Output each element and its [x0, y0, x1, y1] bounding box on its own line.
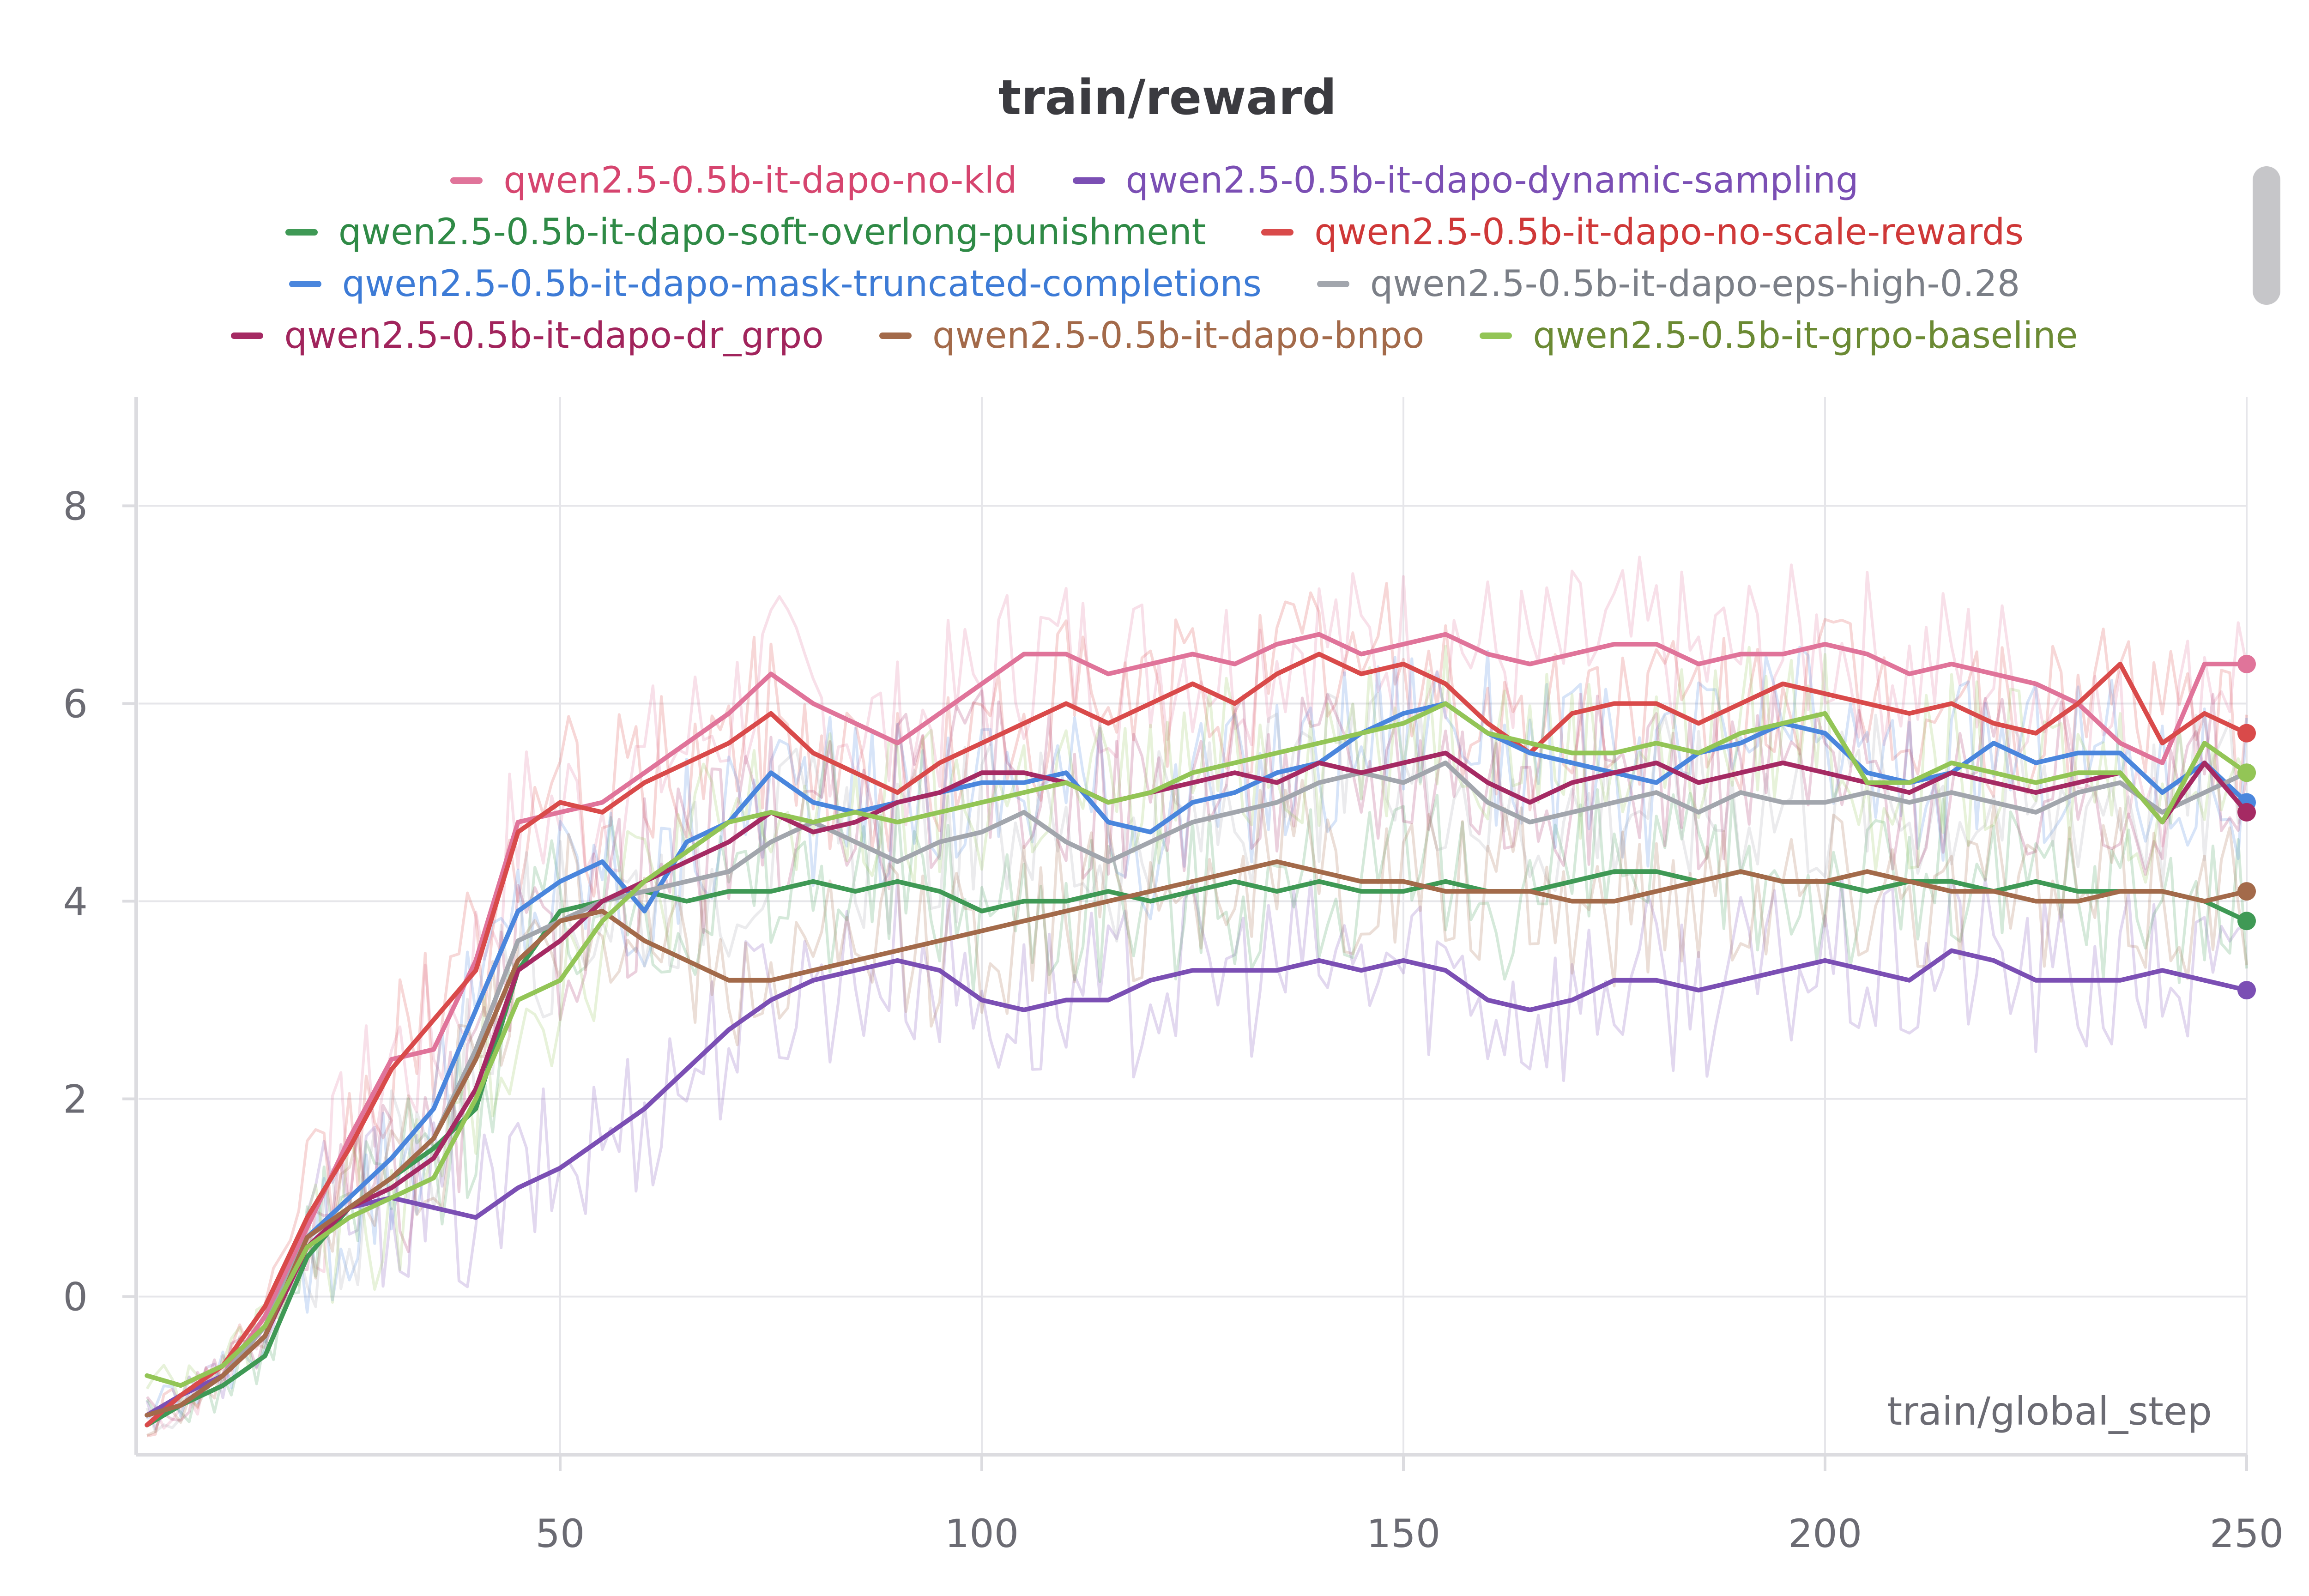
legend-row: qwen2.5-0.5b-it-dapo-dr_grpo qwen2.5-0.5b…	[115, 310, 2194, 362]
legend-item[interactable]: qwen2.5-0.5b-it-grpo-baseline	[1480, 315, 2078, 357]
legend-label: qwen2.5-0.5b-it-dapo-soft-overlong-punis…	[338, 212, 1206, 253]
legend-item[interactable]: qwen2.5-0.5b-it-dapo-no-scale-rewards	[1261, 212, 2024, 253]
legend-row: qwen2.5-0.5b-it-dapo-mask-truncated-comp…	[115, 258, 2194, 310]
y-tick-label: 4	[63, 879, 88, 924]
series-end-marker[interactable]	[2237, 724, 2256, 743]
x-tick-label: 250	[2210, 1511, 2284, 1556]
x-axis-label: train/global_step	[1887, 1389, 2212, 1434]
x-tick-label: 150	[1366, 1511, 1440, 1556]
legend-item[interactable]: qwen2.5-0.5b-it-dapo-dr_grpo	[231, 315, 824, 357]
legend-label: qwen2.5-0.5b-it-dapo-bnpo	[932, 315, 1425, 357]
legend-item[interactable]: qwen2.5-0.5b-it-dapo-mask-truncated-comp…	[289, 263, 1262, 305]
y-tick-label: 6	[63, 681, 88, 726]
series-line[interactable]	[145, 859, 2249, 1418]
legend-swatch	[231, 332, 264, 339]
series-end-marker[interactable]	[2237, 803, 2256, 822]
series-end-marker[interactable]	[2237, 882, 2256, 901]
y-tick-label: 8	[63, 484, 88, 529]
legend: qwen2.5-0.5b-it-dapo-no-kld qwen2.5-0.5b-…	[115, 155, 2194, 362]
legend-label: qwen2.5-0.5b-it-dapo-no-kld	[503, 160, 1017, 201]
legend-swatch	[1261, 229, 1294, 236]
legend-swatch	[289, 281, 321, 287]
series-line[interactable]	[145, 632, 2249, 1418]
legend-swatch	[1317, 281, 1349, 287]
series-line[interactable]	[145, 701, 2249, 1388]
y-tick-label: 0	[63, 1275, 88, 1320]
legend-swatch	[450, 177, 483, 184]
legend-scrollbar[interactable]	[2249, 152, 2291, 356]
legend-swatch	[1480, 332, 1512, 339]
series-line[interactable]	[145, 701, 2249, 1418]
raw-series-line	[145, 875, 2248, 1430]
legend-label: qwen2.5-0.5b-it-dapo-dynamic-sampling	[1125, 160, 1859, 201]
series-layer	[145, 632, 2256, 1427]
x-tick-label: 100	[945, 1511, 1019, 1556]
legend-item[interactable]: qwen2.5-0.5b-it-dapo-bnpo	[879, 315, 1424, 357]
legend-item[interactable]: qwen2.5-0.5b-it-dapo-dynamic-sampling	[1072, 160, 1859, 201]
raw-series-line	[145, 646, 2248, 1420]
legend-label: qwen2.5-0.5b-it-dapo-eps-high-0.28	[1370, 263, 2020, 305]
legend-swatch	[879, 332, 912, 339]
legend-label: qwen2.5-0.5b-it-dapo-no-scale-rewards	[1314, 212, 2024, 253]
series-end-marker[interactable]	[2237, 654, 2256, 673]
series-line[interactable]	[145, 760, 2249, 1418]
series-line[interactable]	[145, 948, 2249, 1418]
series-line[interactable]	[145, 652, 2249, 1427]
legend-swatch	[285, 229, 318, 236]
legend-item[interactable]: qwen2.5-0.5b-it-dapo-soft-overlong-punis…	[285, 212, 1206, 253]
legend-row: qwen2.5-0.5b-it-dapo-no-kld qwen2.5-0.5b-…	[115, 155, 2194, 206]
legend-label: qwen2.5-0.5b-it-grpo-baseline	[1533, 315, 2078, 357]
series-line[interactable]	[145, 750, 2249, 1418]
legend-swatch	[1072, 177, 1105, 184]
series-end-marker[interactable]	[2237, 981, 2256, 1000]
legend-row: qwen2.5-0.5b-it-dapo-soft-overlong-punis…	[115, 206, 2194, 258]
y-tick-label: 2	[63, 1077, 88, 1122]
legend-item[interactable]: qwen2.5-0.5b-it-dapo-no-kld	[450, 160, 1017, 201]
raw-series-layer	[145, 556, 2248, 1438]
legend-scroll-thumb[interactable]	[2253, 166, 2280, 305]
series-end-marker[interactable]	[2237, 763, 2256, 782]
legend-label: qwen2.5-0.5b-it-dapo-dr_grpo	[284, 315, 824, 357]
x-tick-label: 200	[1788, 1511, 1862, 1556]
chart-title: train/reward	[998, 69, 1337, 126]
axes: 0 2 4 6 8 50 100 150 200 250	[63, 397, 2284, 1556]
x-tick-label: 50	[536, 1511, 585, 1556]
legend-label: qwen2.5-0.5b-it-dapo-mask-truncated-comp…	[342, 263, 1262, 305]
raw-series-line	[146, 556, 2248, 1430]
legend-item[interactable]: qwen2.5-0.5b-it-dapo-eps-high-0.28	[1317, 263, 2020, 305]
raw-series-line	[145, 788, 2248, 1423]
series-end-marker[interactable]	[2237, 912, 2256, 931]
